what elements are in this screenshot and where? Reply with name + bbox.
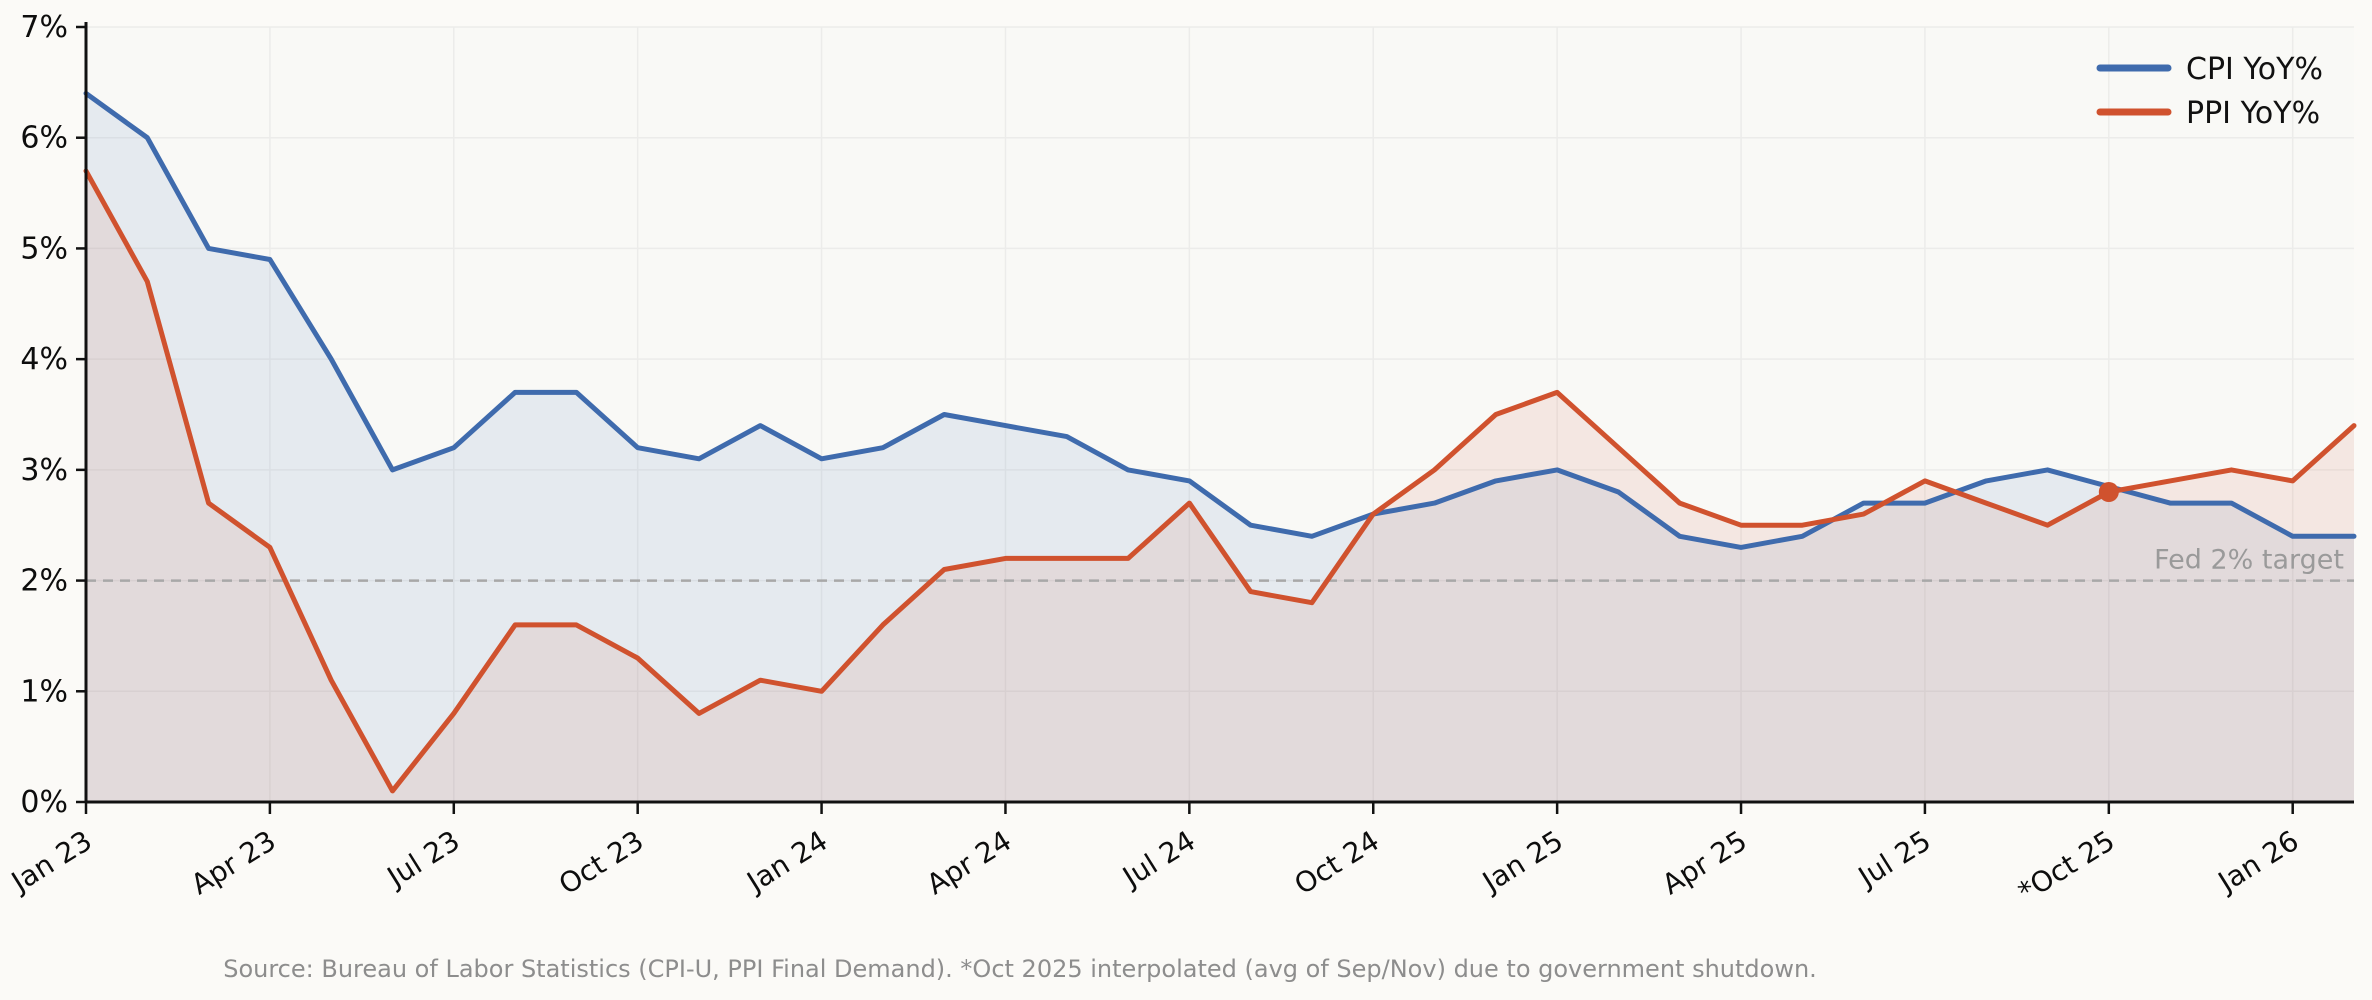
y-tick-label: 0% [20, 785, 68, 820]
ppi-line [83, 168, 2357, 794]
interpolated-point-marker [2098, 482, 2119, 502]
x-tick-label: Jan 24 [740, 824, 834, 900]
marker-layer [2098, 482, 2119, 502]
source-caption: Source: Bureau of Labor Statistics (CPI-… [223, 955, 1817, 983]
area-fills [86, 93, 2354, 802]
x-tick-label: Jul 23 [380, 824, 466, 895]
fed-target-label: Fed 2% target [2154, 545, 2344, 576]
legend: CPI YoY% PPI YoY% [2096, 52, 2323, 131]
y-tick-label: 6% [20, 121, 68, 156]
x-tick-label: Apr 25 [1656, 824, 1752, 901]
x-tick-label: Jan 26 [2211, 824, 2305, 900]
ppi-area-fill [86, 170, 2354, 802]
y-tick-label: 3% [20, 453, 68, 488]
legend-label-ppi: PPI YoY% [2186, 96, 2320, 131]
y-tick-label: 4% [20, 342, 68, 377]
x-tick-label: Jan 23 [4, 824, 98, 900]
y-tick-label: 7% [20, 10, 68, 45]
legend-label-cpi: CPI YoY% [2186, 52, 2323, 87]
x-tick-label: Jul 24 [1115, 824, 1201, 895]
x-tick-label: Apr 24 [921, 824, 1017, 901]
cpi-area-fill [86, 93, 2354, 802]
cpi-line [83, 90, 2357, 550]
y-tick-label: 2% [20, 564, 68, 599]
y-tick-label: 5% [20, 231, 68, 266]
x-tick-label: Oct 23 [553, 824, 649, 901]
series-lines [83, 90, 2357, 794]
x-tick-label: Jan 25 [1475, 824, 1569, 900]
x-tick-label: Jul 25 [1851, 824, 1937, 895]
plot-area [86, 27, 2354, 802]
x-tick-label: *Oct 25 [2012, 824, 2120, 909]
x-tick-label: Apr 23 [185, 824, 281, 901]
y-tick-label: 1% [20, 674, 68, 709]
x-tick-label: Oct 24 [1289, 824, 1385, 901]
